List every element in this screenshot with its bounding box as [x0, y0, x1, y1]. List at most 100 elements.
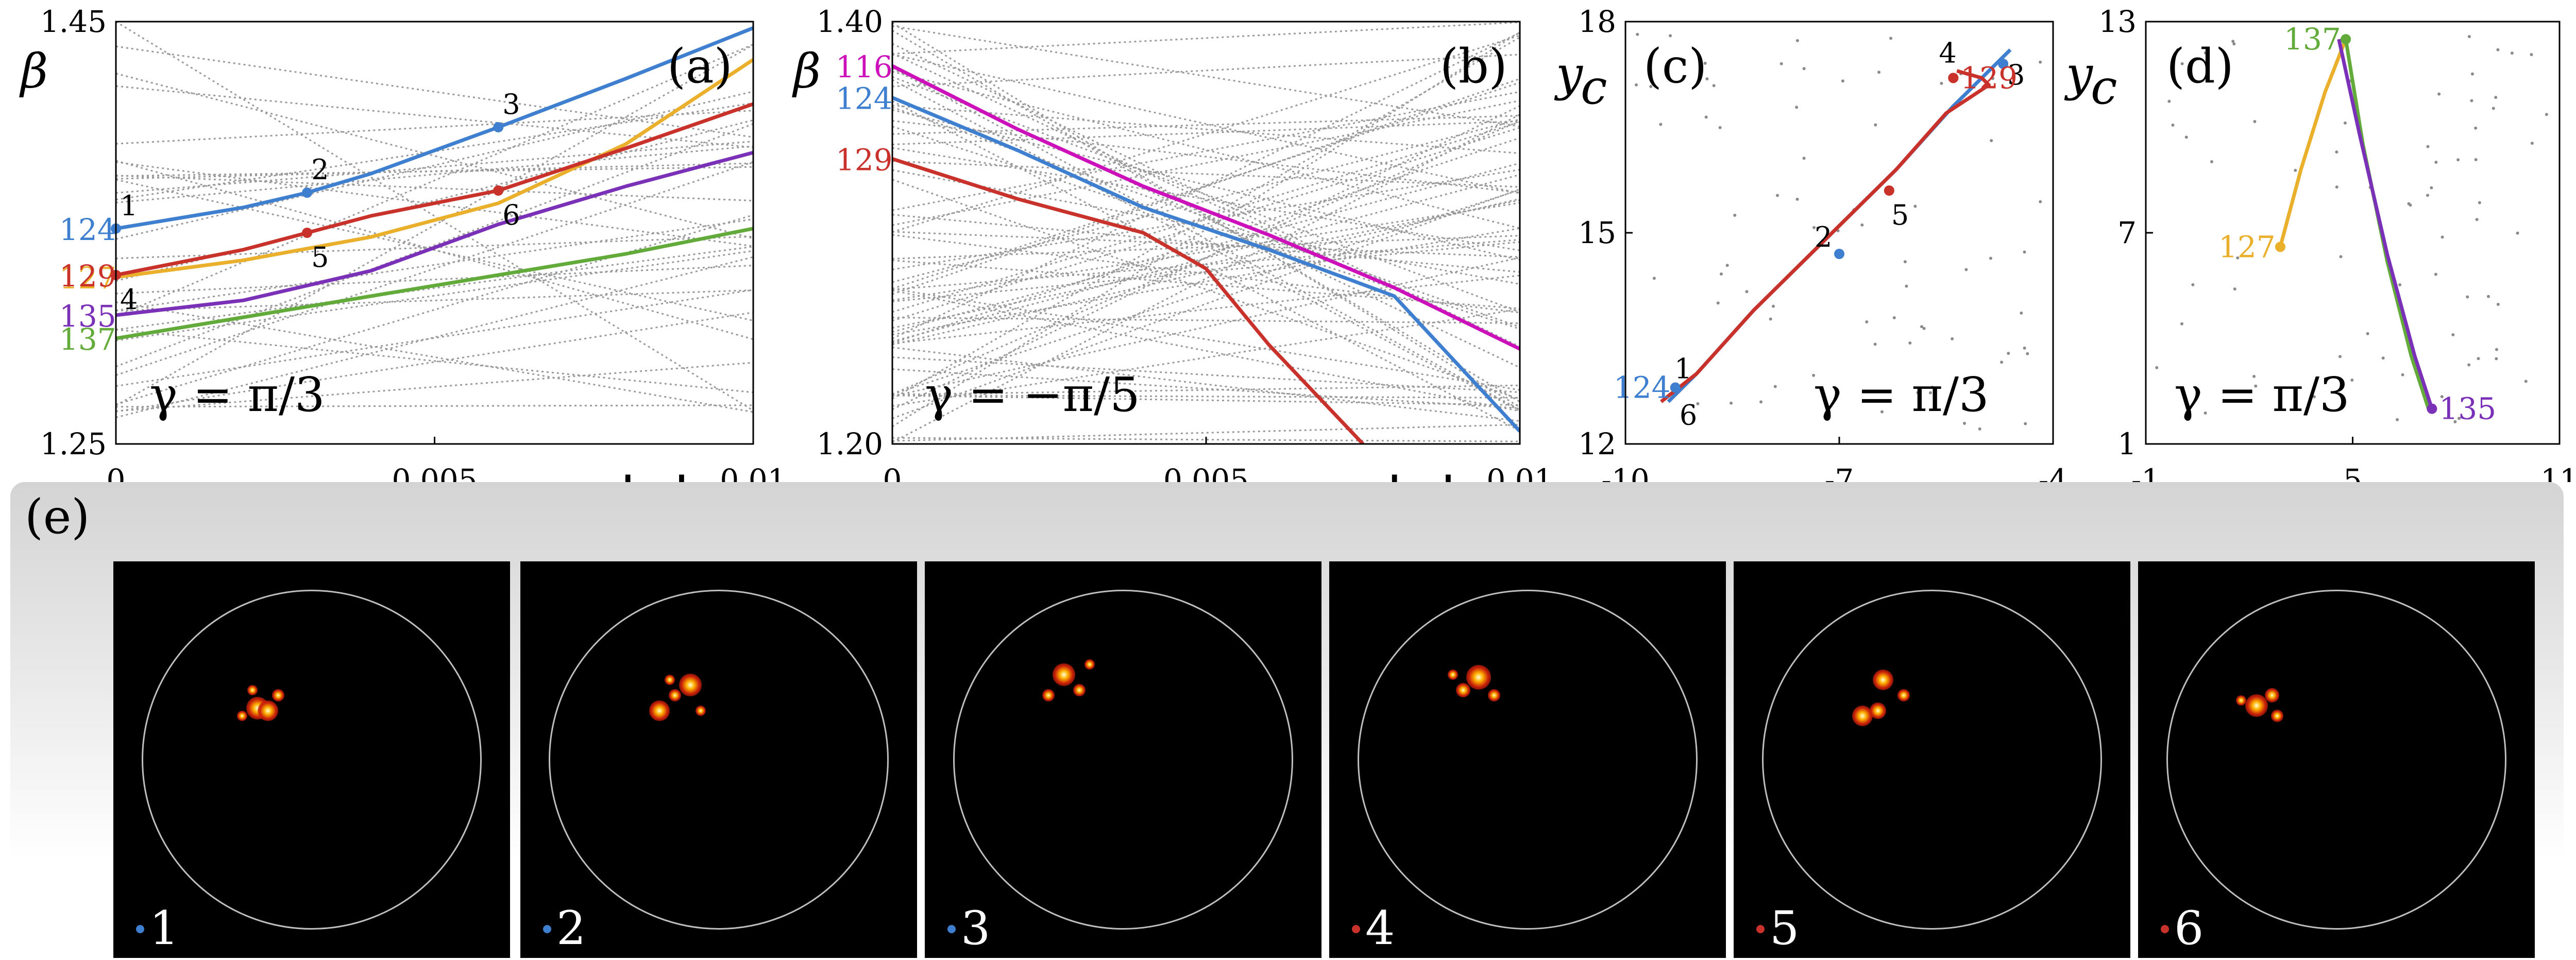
field-thumbnail-6: 6: [2138, 561, 2535, 958]
panel-b-curve-label-124: 124: [836, 81, 893, 116]
panel-d-background-dot: [2191, 283, 2195, 286]
panel-d-background-dot: [2184, 135, 2188, 139]
panel-d-endpoint-137: [2341, 34, 2351, 45]
panel-b-xtick-label: 0.01: [1486, 462, 1553, 482]
panel-a-background-mode-line: [116, 102, 753, 201]
panel-b-background-mode-line: [892, 275, 1520, 345]
intensity-spot: [2265, 688, 2279, 702]
panel-c-background-dot: [2000, 361, 2004, 364]
panel-d-background-dot: [2478, 201, 2481, 204]
panel-d-background-dot: [2495, 357, 2498, 361]
panel-c-background-dot: [1795, 39, 1799, 42]
panel-d-series-137: [2344, 39, 2431, 409]
panel-b-background-mode-line: [892, 76, 1520, 313]
panel-d-background-dot: [2451, 333, 2455, 337]
panel-c-background-dot: [1916, 391, 1920, 395]
panel-d-background-dot: [2231, 40, 2235, 43]
panel-c-background-dot: [1892, 316, 1896, 319]
panel-c-background-dot: [1928, 391, 1932, 395]
panel-c-background-dot: [2026, 352, 2029, 355]
panel-b-background-mode-line: [892, 317, 1520, 324]
panel-a-background-mode-line: [116, 141, 753, 194]
intensity-spot: [247, 685, 258, 695]
panel-d-background-dot: [2467, 363, 2471, 367]
intensity-spot: [1488, 689, 1500, 701]
panel-a-background-mode-line: [116, 73, 753, 239]
panel-b-series-129: [892, 157, 1365, 444]
panel-c-background-dot: [1812, 373, 1816, 377]
panel-a-curve-label-137: 137: [59, 322, 116, 357]
panel-c-endpoint-label-124: 124: [1614, 370, 1671, 405]
panel-b-background-mode-line: [892, 169, 1520, 270]
panel-a-background-mode-line: [116, 162, 753, 180]
fiber-boundary-circle: [142, 590, 482, 930]
panel-c-background-dot: [1636, 32, 1639, 36]
panel-c-background-dot: [1860, 223, 1864, 227]
panel-c-background-dot: [1873, 342, 1877, 346]
panel-d-endpoint-label-135: 135: [2439, 391, 2496, 426]
panel-d-background-dot: [2457, 417, 2461, 420]
fiber-boundary-circle: [1358, 590, 1698, 930]
panel-a-tag: (a): [667, 39, 733, 94]
panel-b-background-mode-line: [892, 106, 1520, 328]
panel-c-background-dot: [1780, 62, 1783, 65]
panel-a-background-mode-line: [116, 256, 753, 419]
panel-a-point-3: [493, 122, 504, 132]
panel-c-background-dot: [1795, 106, 1799, 109]
panel-c-background-dot: [1795, 197, 1799, 201]
panel-d-background-dot: [2254, 384, 2258, 388]
panel-c-point-label-2: 2: [1815, 221, 1832, 253]
panel-b-background-mode-line: [892, 289, 1520, 412]
panel-c-background-dot: [1940, 81, 1943, 85]
panel-c-point-3: [1998, 59, 2009, 69]
panel-c-ytick-label: 12: [1578, 426, 1616, 461]
panel-d-endpoint-label-127: 127: [2218, 229, 2276, 264]
panel-c-background-dot: [1712, 84, 1716, 88]
panel-d-background-dot: [2441, 235, 2444, 239]
panel-a-xtick-label: 0.005: [392, 462, 477, 482]
panel-b-background-mode-line: [892, 121, 1520, 313]
panel-c-point-label-4: 4: [1939, 37, 1956, 69]
panel-c-point-label-3: 3: [2007, 59, 2025, 91]
panel-a-xtick-label: 0: [107, 462, 126, 482]
panel-a-background-mode-line: [116, 44, 753, 406]
intensity-spot: [1053, 663, 1075, 686]
panel-a-background-mode-line: [116, 250, 753, 341]
panel-d-background-dot: [2530, 53, 2533, 57]
panel-b-background-mode-line: [892, 25, 1520, 128]
panel-d-background-dot: [2204, 51, 2207, 55]
panel-b-ytick-label: 1.40: [817, 4, 883, 39]
panel-b-background-mode-line: [892, 241, 1520, 302]
panel-b-background-mode-line: [892, 162, 1520, 333]
panel-c-background-dot: [1889, 37, 1893, 40]
panel-d-background-dot: [2312, 395, 2316, 399]
panel-c-point-5: [1884, 185, 1894, 196]
panel-c-background-dot: [1720, 272, 1723, 276]
panel-d-background-dot: [2456, 158, 2460, 162]
panel-b-series-124: [892, 96, 1520, 433]
thumbnail-label: 6: [2174, 901, 2204, 955]
panel-b-background-mode-line: [892, 356, 1520, 393]
panel-a-background-mode-line: [116, 362, 753, 412]
fiber-boundary-circle: [549, 590, 889, 930]
panel-a-background-mode-line: [116, 235, 753, 260]
panel-b-background-mode-line: [892, 394, 1520, 399]
panel-b-background-mode-line: [892, 127, 1520, 322]
panel-a-xlabel: |α|: [619, 467, 690, 482]
panel-d-background-dot: [2430, 186, 2433, 190]
panel-b-background-mode-line: [892, 29, 1520, 403]
intensity-spot: [1873, 670, 1893, 690]
panel-a-background-mode-line: [116, 246, 753, 331]
panel-b-background-mode-line: [892, 120, 1520, 146]
panel-b-ytick-label: 1.20: [817, 426, 883, 461]
fiber-boundary-circle: [953, 590, 1293, 930]
panel-b-background-mode-line: [892, 78, 1520, 295]
intensity-spot: [2271, 710, 2283, 722]
panel-b-background-mode-line: [892, 235, 1520, 260]
panel-c-point-2: [1834, 249, 1844, 259]
panel-a-background-mode-line: [116, 404, 753, 408]
panel-b-series-116: [892, 64, 1520, 351]
panel-a-point-label-3: 3: [502, 88, 520, 121]
thumbnail-label: 1: [149, 901, 179, 955]
